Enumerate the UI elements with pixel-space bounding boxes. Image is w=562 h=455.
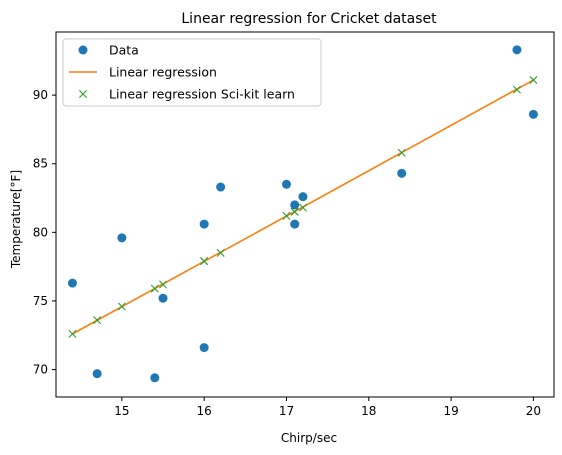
sklearn-prediction-point — [397, 148, 406, 157]
sklearn-prediction-point — [200, 257, 209, 266]
sklearn-prediction-point — [512, 85, 521, 94]
y-tick-label: 85 — [33, 157, 48, 171]
sklearn-prediction-point — [159, 280, 167, 289]
data-point — [528, 109, 538, 119]
sklearn-prediction-point — [282, 211, 291, 220]
x-tick-label: 19 — [443, 404, 458, 418]
legend: Data Linear regression Linear regression S… — [62, 38, 322, 107]
data-point — [158, 293, 168, 303]
data-point — [281, 179, 291, 189]
x-tick-label: 18 — [361, 404, 376, 418]
chart-title: Linear regression for Cricket dataset — [181, 11, 437, 27]
x-axis-label: Chirp/sec — [281, 431, 337, 445]
data-point — [199, 219, 209, 229]
y-tick-label: 90 — [33, 88, 48, 102]
sklearn-prediction-point — [216, 248, 225, 257]
legend-label: Data — [109, 43, 139, 58]
legend-data-marker — [78, 45, 88, 55]
y-axis-label: Temperature[°F] — [9, 170, 23, 269]
data-point — [216, 182, 226, 192]
x-axis: 15 16 17 18 19 20 — [114, 397, 541, 418]
sklearn-prediction-point — [529, 76, 538, 85]
data-point — [150, 373, 160, 383]
y-axis: 70 75 80 85 90 — [33, 88, 56, 377]
data-point — [67, 278, 77, 288]
legend-sklearn-marker — [79, 90, 87, 98]
legend-label: Linear regression Sci-kit learn — [109, 87, 295, 102]
data-point — [290, 219, 300, 229]
x-tick-label: 20 — [526, 404, 541, 418]
data-point — [298, 192, 308, 202]
x-tick-label: 17 — [279, 404, 294, 418]
data-point — [397, 168, 407, 178]
x-tick-label: 16 — [197, 404, 212, 418]
sklearn-prediction-point — [93, 316, 102, 325]
sklearn-prediction-point — [68, 329, 77, 338]
data-point — [290, 200, 300, 210]
data-point — [512, 45, 522, 55]
sklearn-prediction-point — [150, 284, 159, 293]
sklearn-prediction-point — [290, 207, 299, 216]
sklearn-prediction-point — [298, 203, 307, 212]
y-tick-label: 70 — [33, 363, 48, 377]
y-tick-label: 75 — [33, 294, 48, 308]
data-point — [199, 343, 209, 353]
legend-box — [62, 38, 322, 107]
plot-area — [67, 45, 538, 383]
x-tick-label: 15 — [114, 404, 129, 418]
data-point — [92, 369, 102, 379]
axes-frame — [55, 31, 555, 398]
legend-label: Linear regression — [109, 65, 217, 80]
data-point — [117, 233, 127, 243]
sklearn-prediction-point — [117, 302, 126, 311]
y-tick-label: 80 — [33, 225, 48, 239]
